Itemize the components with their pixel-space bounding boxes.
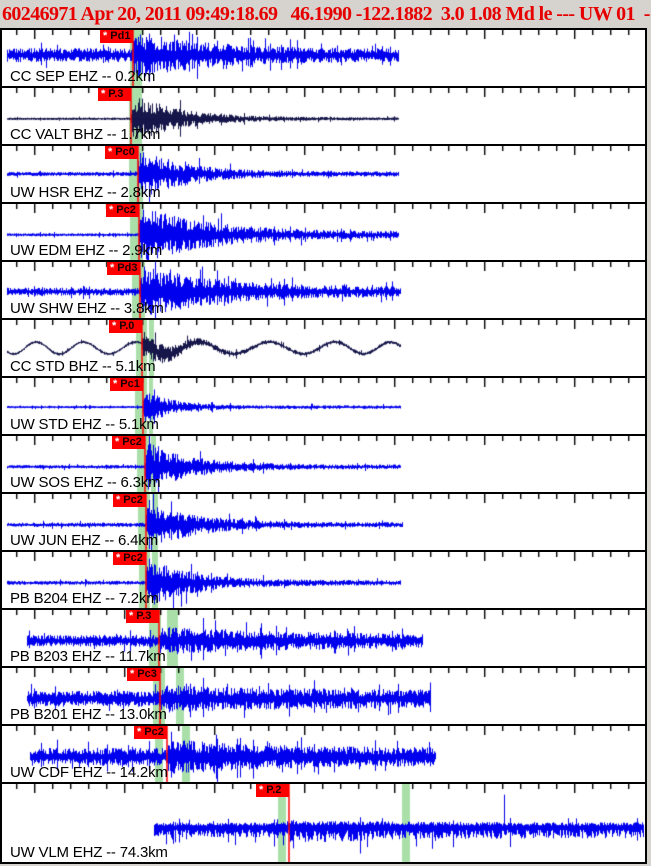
pick-flag[interactable]: * P.2 xyxy=(256,784,289,797)
pick-star-icon: * xyxy=(129,610,134,622)
station-label: UW CDF EHZ -- 14.2km xyxy=(10,764,168,781)
pick-flag[interactable]: * Pc1 xyxy=(110,378,143,391)
trace-panel[interactable]: * Pd3 UW SHW EHZ -- 3.8km xyxy=(2,260,645,318)
pick-phase-label: Pc0 xyxy=(115,146,135,158)
pick-phase-label: Pc2 xyxy=(144,726,164,738)
station-label: UW JUN EHZ -- 6.4km xyxy=(10,532,158,549)
station-label: PB B201 EHZ -- 13.0km xyxy=(10,706,167,723)
pick-flag[interactable]: * Pc2 xyxy=(134,726,167,739)
pick-star-icon: * xyxy=(110,262,115,274)
station-label: CC VALT BHZ -- 1.7km xyxy=(10,126,161,143)
station-label: UW SHW EHZ -- 3.8km xyxy=(10,300,164,317)
waveform-canvas[interactable] xyxy=(2,378,645,434)
pick-phase-label: Pc2 xyxy=(122,436,142,448)
trace-panel[interactable]: * Pc2 UW EDM EHZ -- 2.9km xyxy=(2,202,645,260)
pick-flag[interactable]: * Pd3 xyxy=(107,262,140,275)
pick-star-icon: * xyxy=(109,204,114,216)
pick-phase-label: P.3 xyxy=(136,610,152,622)
pick-flag[interactable]: * Pc2 xyxy=(113,552,146,565)
pick-flag[interactable]: * P.3 xyxy=(126,610,159,623)
pick-flag[interactable]: * Pc3 xyxy=(127,668,160,681)
pick-phase-label: Pc2 xyxy=(123,494,143,506)
station-label: UW HSR EHZ -- 2.8km xyxy=(10,184,161,201)
pick-star-icon: * xyxy=(103,30,108,42)
trace-panel[interactable]: * Pc3 PB B201 EHZ -- 13.0km xyxy=(2,666,645,724)
waveform-canvas[interactable] xyxy=(2,436,645,492)
waveform-canvas[interactable] xyxy=(2,494,645,550)
pick-phase-label: Pc2 xyxy=(123,552,143,564)
waveform-canvas[interactable] xyxy=(2,726,645,782)
pick-star-icon: * xyxy=(130,668,135,680)
pick-flag[interactable]: * Pc2 xyxy=(112,436,145,449)
station-label: UW SOS EHZ -- 6.3km xyxy=(10,474,161,491)
pick-flag[interactable]: * P.3 xyxy=(98,88,131,101)
trace-panel[interactable]: * Pc2 UW CDF EHZ -- 14.2km xyxy=(2,724,645,782)
pick-star-icon: * xyxy=(259,784,264,796)
pick-phase-label: Pd3 xyxy=(117,262,138,274)
waveform-canvas[interactable] xyxy=(2,668,645,724)
station-label: CC SEP EHZ -- 0.2km xyxy=(10,68,156,85)
pick-star-icon: * xyxy=(112,320,117,332)
trace-panel[interactable]: * P.3 CC VALT BHZ -- 1.7km xyxy=(2,86,645,144)
trace-panel[interactable]: * Pc2 UW JUN EHZ -- 6.4km xyxy=(2,492,645,550)
station-label: UW EDM EHZ -- 2.9km xyxy=(10,242,163,259)
pick-phase-label: Pc3 xyxy=(137,668,157,680)
trace-panel[interactable]: * Pd1 CC SEP EHZ -- 0.2km xyxy=(2,28,645,86)
station-label: UW VLM EHZ -- 74.3km xyxy=(10,844,168,861)
trace-panel[interactable]: * P.2 UW VLM EHZ -- 74.3km xyxy=(2,782,645,862)
pick-flag[interactable]: * Pd1 xyxy=(100,30,133,43)
pick-phase-label: Pc1 xyxy=(120,378,140,390)
station-label: CC STD BHZ -- 5.1km xyxy=(10,358,156,375)
pick-star-icon: * xyxy=(115,436,120,448)
pick-star-icon: * xyxy=(137,726,142,738)
event-header-text: 60246971 Apr 20, 2011 09:49:18.69 46.199… xyxy=(2,2,651,25)
trace-panel[interactable]: * Pc2 UW SOS EHZ -- 6.3km xyxy=(2,434,645,492)
trace-panel[interactable]: * P.0 CC STD BHZ -- 5.1km xyxy=(2,318,645,376)
pick-phase-label: P.0 xyxy=(119,320,135,332)
trace-panel[interactable]: * Pc1 UW STD EHZ -- 5.1km xyxy=(2,376,645,434)
pick-flag[interactable]: * Pc2 xyxy=(113,494,146,507)
pick-flag[interactable]: * Pc0 xyxy=(105,146,138,159)
pick-star-icon: * xyxy=(101,88,106,100)
pick-star-icon: * xyxy=(108,146,113,158)
event-header-bar: 60246971 Apr 20, 2011 09:49:18.69 46.199… xyxy=(0,0,651,28)
station-label: PB B204 EHZ -- 7.2km xyxy=(10,590,159,607)
trace-panel[interactable]: * Pc2 PB B204 EHZ -- 7.2km xyxy=(2,550,645,608)
trace-panel[interactable]: * P.3 PB B203 EHZ -- 11.7km xyxy=(2,608,645,666)
pick-star-icon: * xyxy=(116,552,121,564)
pick-star-icon: * xyxy=(116,494,121,506)
waveform-canvas[interactable] xyxy=(2,552,645,608)
waveform-canvas[interactable] xyxy=(2,784,645,862)
pick-phase-label: P.2 xyxy=(266,784,282,796)
pick-flag[interactable]: * Pc2 xyxy=(106,204,139,217)
pick-star-icon: * xyxy=(113,378,118,390)
pick-phase-label: Pd1 xyxy=(110,30,131,42)
waveform-canvas[interactable] xyxy=(2,610,645,666)
trace-panels-container: * Pd1 CC SEP EHZ -- 0.2km * P.3 CC VALT BH… xyxy=(0,28,647,864)
station-label: UW STD EHZ -- 5.1km xyxy=(10,416,159,433)
pick-flag[interactable]: * P.0 xyxy=(109,320,142,333)
station-label: PB B203 EHZ -- 11.7km xyxy=(10,648,166,665)
pick-phase-label: P.3 xyxy=(108,88,124,100)
trace-panel[interactable]: * Pc0 UW HSR EHZ -- 2.8km xyxy=(2,144,645,202)
pick-phase-label: Pc2 xyxy=(116,204,136,216)
